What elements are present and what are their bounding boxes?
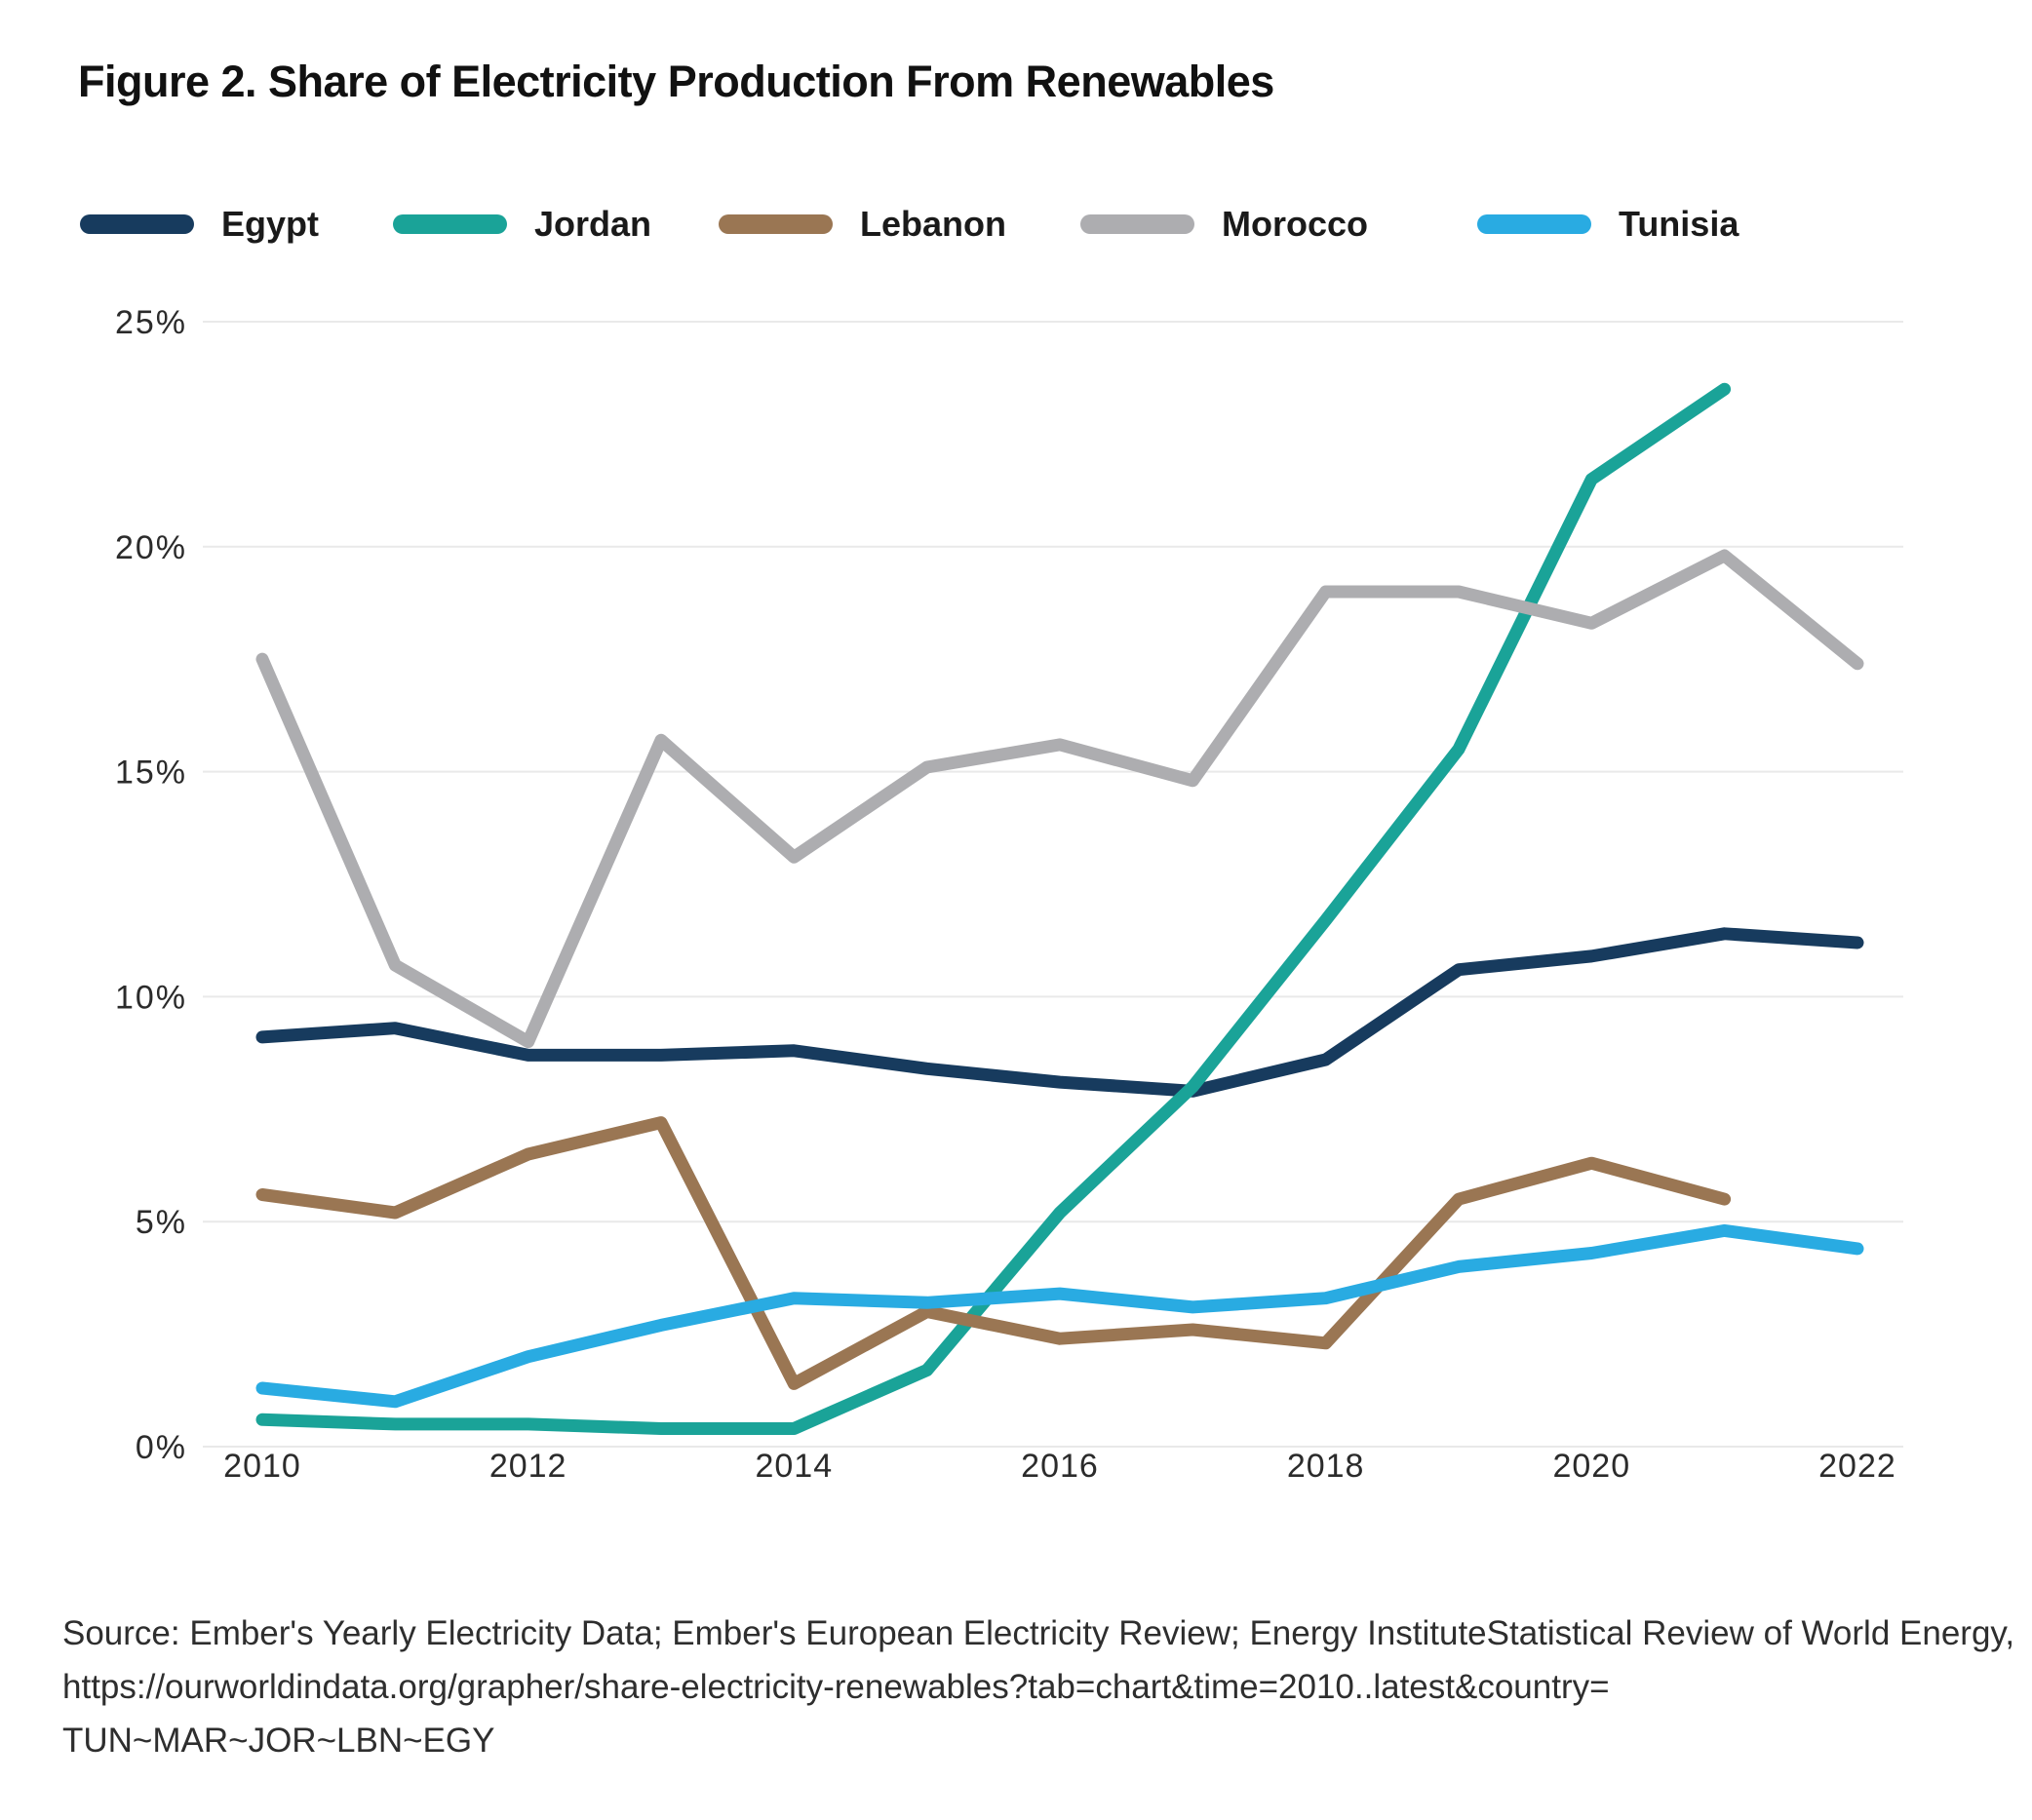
x-axis-tick-label: 2020 [1552,1448,1630,1485]
y-axis-tick-label: 0% [136,1429,187,1466]
legend-label-tunisia: Tunisia [1619,204,1739,244]
legend-label-jordan: Jordan [534,204,652,244]
legend-label-lebanon: Lebanon [860,204,1006,244]
y-axis-tick-label: 15% [115,755,187,792]
source-line-1: Source: Ember's Yearly Electricity Data;… [62,1614,2015,1652]
y-axis-tick-label: 20% [115,529,187,566]
legend-swatch-egypt [80,214,194,234]
legend-item-lebanon: Lebanon [719,199,1006,250]
y-axis-tick-label: 10% [115,979,187,1016]
source-line-3: TUN~MAR~JOR~LBN~EGY [62,1722,495,1760]
x-axis-tick-label: 2022 [1818,1448,1896,1485]
legend-item-morocco: Morocco [1080,199,1368,250]
legend-item-egypt: Egypt [80,199,319,250]
series-line-egypt [255,927,1864,1098]
x-axis-tick-label: 2014 [755,1448,833,1485]
legend-item-jordan: Jordan [393,199,651,250]
chart-legend: Egypt Jordan Lebanon Morocco Tunisia [0,199,2032,250]
y-axis-tick-label: 25% [115,304,187,341]
legend-swatch-lebanon [719,214,833,234]
legend-label-egypt: Egypt [221,204,320,244]
source-line-2: https://ourworldindata.org/grapher/share… [62,1668,1610,1706]
legend-swatch-jordan [393,214,507,234]
x-axis-tick-label: 2018 [1287,1448,1365,1485]
legend-swatch-tunisia [1477,214,1591,234]
x-axis-tick-label: 2016 [1021,1448,1099,1485]
source-note: Source: Ember's Yearly Electricity Data;… [62,1607,2015,1767]
chart-title: Figure 2. Share of Electricity Productio… [78,57,1274,106]
x-axis-tick-label: 2010 [223,1448,301,1485]
x-axis-tick-label: 2012 [489,1448,567,1485]
legend-swatch-morocco [1080,214,1194,234]
legend-item-tunisia: Tunisia [1477,199,1739,250]
series-line-morocco [255,549,1864,1049]
legend-label-morocco: Morocco [1222,204,1369,244]
series-line-jordan [255,382,1732,1435]
series-line-tunisia [255,1223,1864,1409]
y-axis-tick-label: 5% [136,1204,187,1241]
series-line-lebanon [255,1116,1732,1390]
